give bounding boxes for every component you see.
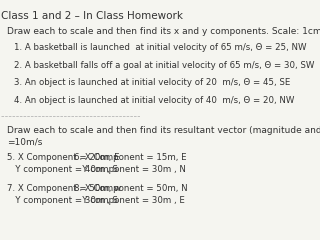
Text: 1. A basketball is launched  at initial velocity of 65 m/s, Θ = 25, NW: 1. A basketball is launched at initial v…: [14, 43, 306, 52]
Text: 3. An object is launched at initial velocity of 20  m/s, Θ = 45, SE: 3. An object is launched at initial velo…: [14, 78, 290, 88]
Text: Draw each to scale and then find its resultant vector (magnitude and direction).: Draw each to scale and then find its res…: [7, 126, 320, 146]
Text: 8. X Component = 50m, N
   Y component = 30m , E: 8. X Component = 50m, N Y component = 30…: [74, 184, 187, 205]
Text: 5. X Component = 20m, E
   Y component = 40m , S: 5. X Component = 20m, E Y component = 40…: [7, 153, 120, 174]
Text: Draw each to scale and then find its x and y components. Scale: 1cm =10m/s: Draw each to scale and then find its x a…: [7, 28, 320, 36]
Text: 6. X Component = 15m, E
   Y component = 30m , N: 6. X Component = 15m, E Y component = 30…: [74, 153, 186, 174]
Text: 7. X Component = 50m, w
   Y component = 30m , S: 7. X Component = 50m, w Y component = 30…: [7, 184, 121, 205]
Text: 4. An object is launched at initial velocity of 40  m/s, Θ = 20, NW: 4. An object is launched at initial velo…: [14, 96, 294, 105]
Text: Physics Class 1 and 2 – In Class Homework: Physics Class 1 and 2 – In Class Homewor…: [0, 11, 183, 21]
Text: 2. A basketball falls off a goal at initial velocity of 65 m/s, Θ = 30, SW: 2. A basketball falls off a goal at init…: [14, 61, 314, 70]
